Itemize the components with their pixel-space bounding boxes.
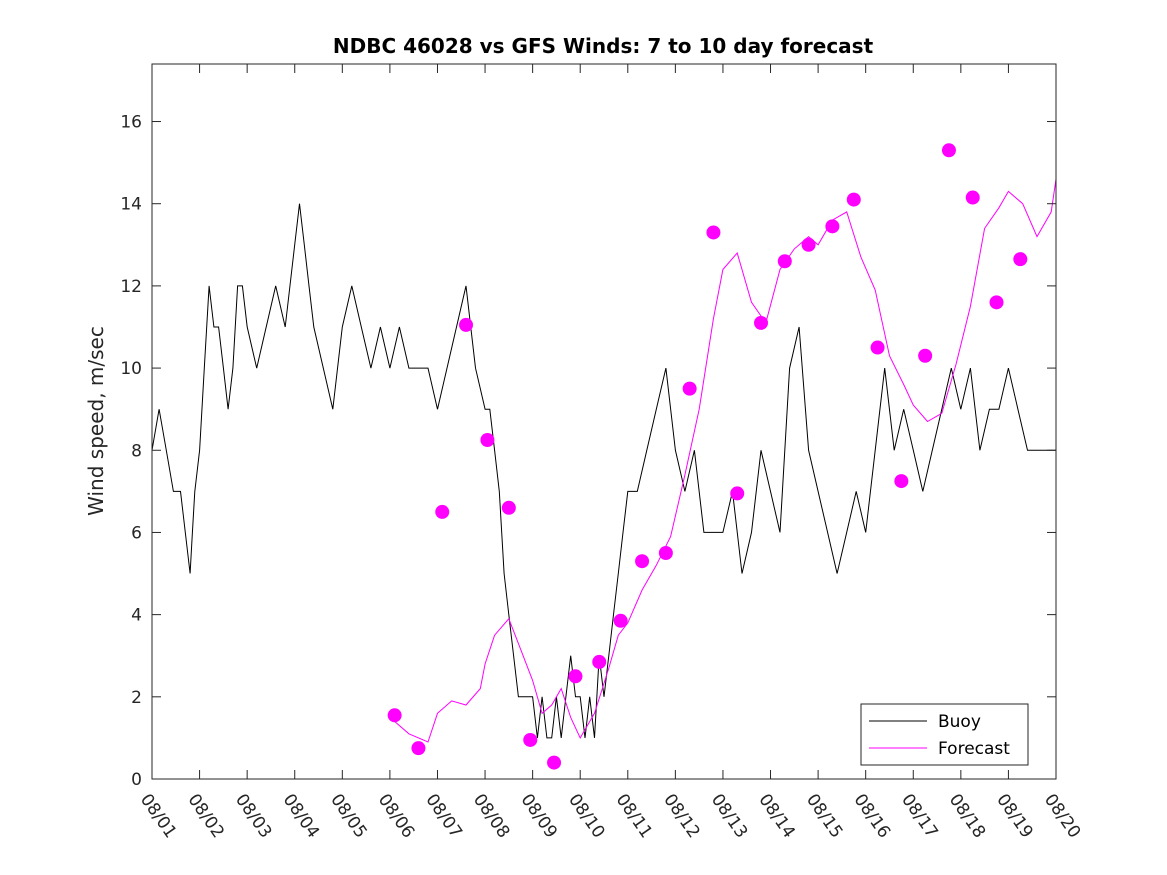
y-tick-label: 0 bbox=[131, 770, 142, 790]
forecast-marker bbox=[459, 317, 474, 332]
legend-label-buoy: Buoy bbox=[938, 712, 981, 732]
forecast-marker bbox=[523, 732, 538, 747]
y-axis-label: Wind speed, m/sec bbox=[84, 326, 108, 516]
legend-label-forecast: Forecast bbox=[938, 739, 1010, 759]
forecast-marker bbox=[592, 654, 607, 669]
plot-frame bbox=[151, 63, 1057, 780]
forecast-marker bbox=[730, 486, 745, 501]
y-tick-label: 2 bbox=[131, 688, 142, 708]
legend: Buoy Forecast bbox=[860, 703, 1029, 766]
forecast-marker bbox=[411, 741, 426, 756]
legend-box bbox=[860, 703, 1029, 766]
forecast-marker bbox=[480, 432, 495, 447]
forecast-marker bbox=[825, 219, 840, 234]
y-tick-label: 8 bbox=[131, 441, 142, 461]
series-forecast-line bbox=[389, 179, 1057, 743]
forecast-marker bbox=[435, 504, 450, 519]
forecast-marker bbox=[894, 474, 909, 489]
y-tick-label: 6 bbox=[131, 523, 142, 543]
y-tick-label: 16 bbox=[120, 113, 142, 133]
forecast-marker bbox=[870, 340, 885, 355]
y-tick-label: 14 bbox=[120, 195, 142, 215]
forecast-marker bbox=[1013, 252, 1028, 267]
y-tick-label: 10 bbox=[120, 359, 142, 379]
forecast-marker bbox=[547, 755, 562, 770]
series-buoy-line bbox=[151, 203, 1056, 739]
forecast-marker bbox=[965, 190, 980, 205]
forecast-marker bbox=[754, 315, 769, 330]
chart-title: NDBC 46028 vs GFS Winds: 7 to 10 day for… bbox=[333, 34, 874, 58]
marker-layer bbox=[387, 143, 1028, 770]
forecast-marker bbox=[568, 669, 583, 684]
y-tick-label: 4 bbox=[131, 606, 142, 626]
forecast-marker bbox=[941, 143, 956, 158]
y-axis-ticks: 0 2 4 6 8 10 12 14 16 bbox=[120, 113, 1056, 790]
forecast-marker bbox=[613, 613, 628, 628]
forecast-marker bbox=[658, 545, 673, 560]
forecast-marker bbox=[918, 348, 933, 363]
forecast-marker bbox=[387, 708, 402, 723]
forecast-marker bbox=[801, 237, 816, 252]
forecast-marker bbox=[635, 554, 650, 569]
y-tick-label: 12 bbox=[120, 277, 142, 297]
forecast-marker bbox=[989, 295, 1004, 310]
forecast-marker bbox=[501, 500, 516, 515]
series-layer bbox=[151, 179, 1057, 743]
forecast-marker bbox=[682, 381, 697, 396]
plot-area bbox=[152, 64, 1056, 779]
forecast-marker bbox=[777, 254, 792, 269]
forecast-marker bbox=[846, 192, 861, 207]
forecast-marker bbox=[706, 225, 721, 240]
